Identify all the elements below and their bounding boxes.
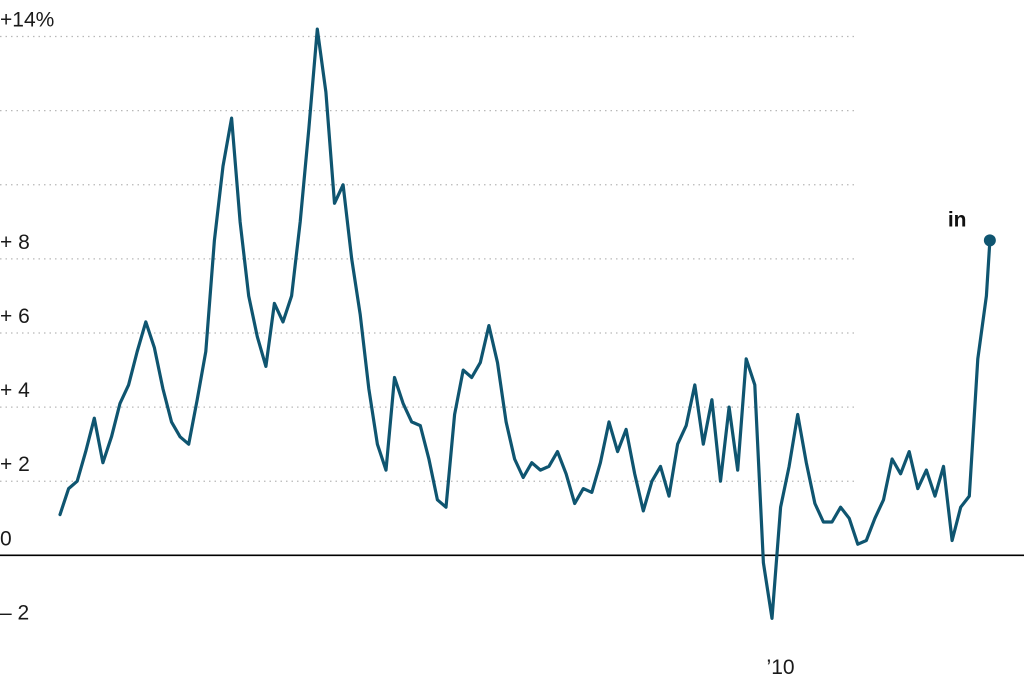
x-axis-ticks: ’10: [767, 656, 795, 679]
latest-point-marker: [983, 234, 996, 247]
gridlines: [0, 35, 1024, 557]
y-tick-label: + 8: [0, 231, 30, 254]
x-tick-label: ’10: [767, 656, 795, 679]
y-tick-label: +14%: [0, 9, 54, 32]
y-tick-label: + 2: [0, 453, 30, 476]
end-annotation: in: [948, 208, 967, 231]
y-tick-label: + 6: [0, 305, 30, 328]
y-axis-ticks: +14% + 8 + 6 + 4 + 2 0 – 2: [0, 9, 54, 625]
series-line: [58, 27, 992, 620]
y-tick-label: 0: [0, 527, 12, 550]
series-layer: [58, 27, 996, 620]
y-tick-label: + 4: [0, 379, 30, 402]
y-tick-label: – 2: [0, 601, 29, 624]
